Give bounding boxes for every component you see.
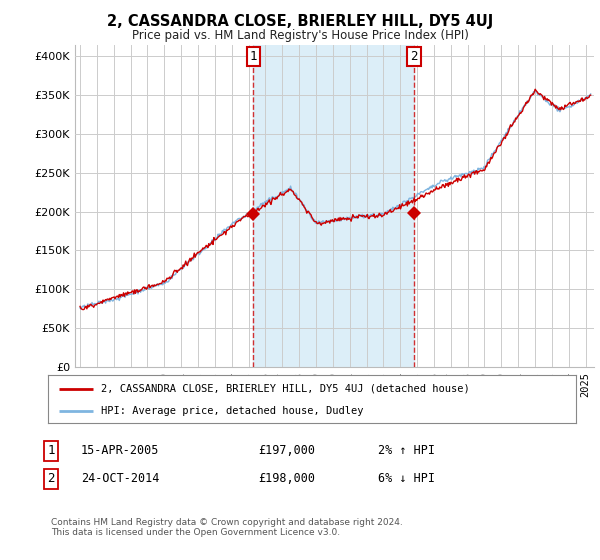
Text: 2, CASSANDRA CLOSE, BRIERLEY HILL, DY5 4UJ: 2, CASSANDRA CLOSE, BRIERLEY HILL, DY5 4… <box>107 14 493 29</box>
Text: £197,000: £197,000 <box>258 444 315 458</box>
Text: 6% ↓ HPI: 6% ↓ HPI <box>378 472 435 486</box>
Text: 2% ↑ HPI: 2% ↑ HPI <box>378 444 435 458</box>
Text: 2: 2 <box>410 50 418 63</box>
Text: 24-OCT-2014: 24-OCT-2014 <box>81 472 160 486</box>
Text: 1: 1 <box>47 444 55 458</box>
Text: 2: 2 <box>47 472 55 486</box>
Text: HPI: Average price, detached house, Dudley: HPI: Average price, detached house, Dudl… <box>101 406 364 416</box>
Text: 1: 1 <box>250 50 257 63</box>
Bar <box>253 45 414 367</box>
Text: 15-APR-2005: 15-APR-2005 <box>81 444 160 458</box>
Text: Price paid vs. HM Land Registry's House Price Index (HPI): Price paid vs. HM Land Registry's House … <box>131 29 469 42</box>
Text: £198,000: £198,000 <box>258 472 315 486</box>
Text: 2, CASSANDRA CLOSE, BRIERLEY HILL, DY5 4UJ (detached house): 2, CASSANDRA CLOSE, BRIERLEY HILL, DY5 4… <box>101 384 470 394</box>
Text: Contains HM Land Registry data © Crown copyright and database right 2024.
This d: Contains HM Land Registry data © Crown c… <box>51 518 403 538</box>
